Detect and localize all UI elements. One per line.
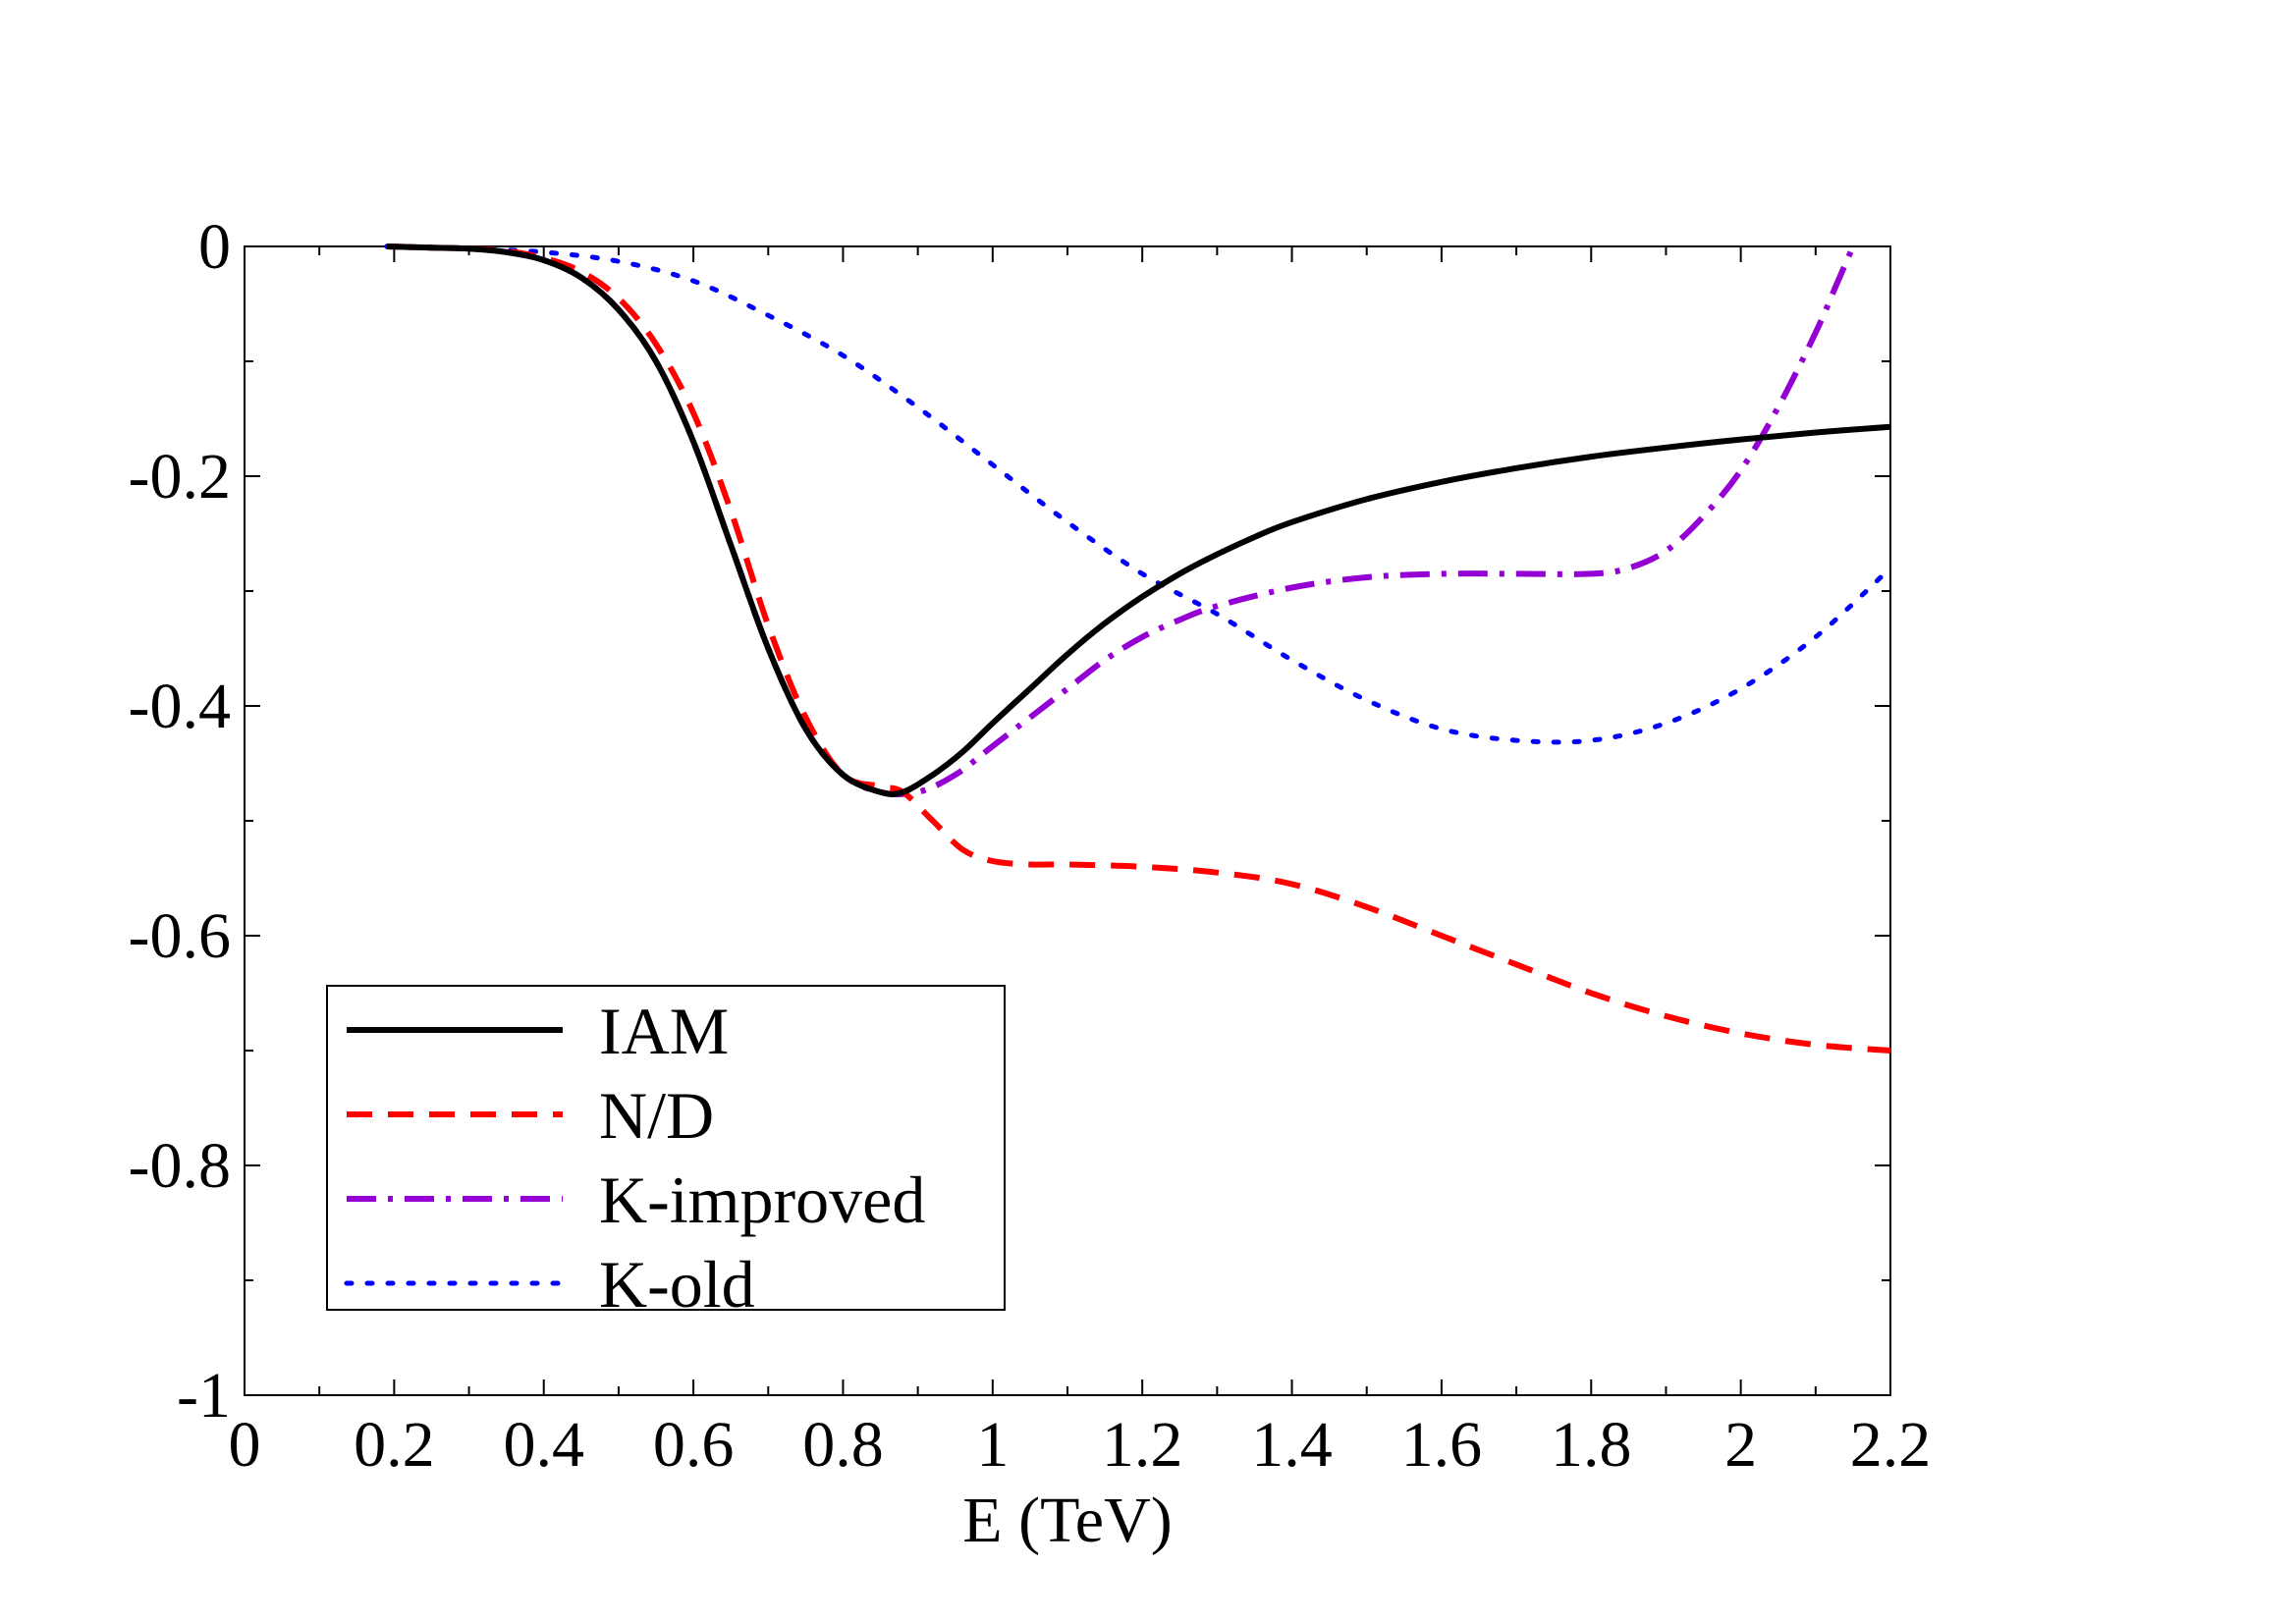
- legend: IAM N/D K-improved K-old: [326, 985, 1006, 1322]
- legend-label: IAM: [599, 994, 729, 1068]
- x-tick-label: 0.4: [503, 1409, 584, 1481]
- x-tick-label: 1.8: [1551, 1409, 1632, 1481]
- y-tick-label: 0: [198, 211, 231, 283]
- legend-box: [326, 985, 1006, 1311]
- tick-labels: 0 0.2 0.4 0.6 0.8 1 1.2 1.4 1.6 1.8 2 2.2 0 -0.2 -0.4 -…: [129, 211, 1932, 1481]
- series-line-k-improved: [386, 243, 1856, 797]
- x-tick-label: 0: [229, 1409, 261, 1481]
- y-tick-label: -0.4: [129, 671, 231, 742]
- x-tick-label: 0.6: [653, 1409, 735, 1481]
- legend-label: K-improved: [599, 1162, 925, 1237]
- x-tick-label: 1.4: [1251, 1409, 1333, 1481]
- series-line-iam: [386, 243, 1891, 797]
- y-tick-label: -0.6: [129, 900, 231, 972]
- x-tick-label: 1: [976, 1409, 1009, 1481]
- legend-label: N/D: [599, 1078, 714, 1153]
- x-tick-label: 2.2: [1850, 1409, 1932, 1481]
- series-line-n-d: [386, 243, 1891, 1054]
- series-layer: [384, 243, 1893, 1054]
- y-tick-label: -1: [177, 1360, 231, 1432]
- x-tick-label: 1.6: [1401, 1409, 1483, 1481]
- x-tick-label: 1.2: [1102, 1409, 1183, 1481]
- y-tick-label: -0.8: [129, 1130, 231, 1202]
- legend-label: K-old: [599, 1247, 755, 1322]
- series-line-k-old: [384, 243, 1893, 745]
- x-axis-label: E (TeV): [962, 1485, 1172, 1556]
- x-tick-label: 0.2: [354, 1409, 435, 1481]
- x-tick-label: 2: [1724, 1409, 1757, 1481]
- x-tick-label: 0.8: [802, 1409, 884, 1481]
- y-tick-label: -0.2: [129, 441, 231, 513]
